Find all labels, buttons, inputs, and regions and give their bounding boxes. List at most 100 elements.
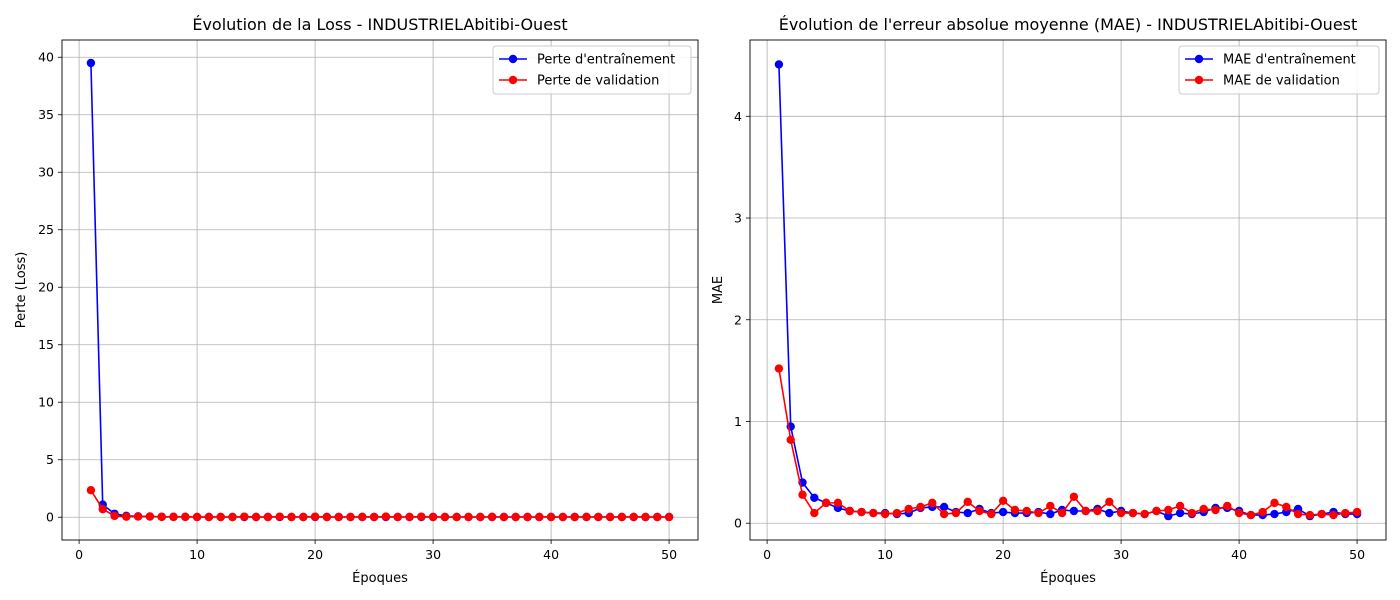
- data-point: [98, 504, 107, 514]
- data-point: [786, 435, 795, 444]
- x-tick-label: 30: [425, 547, 441, 562]
- data-point: [1341, 508, 1350, 518]
- data-point: [975, 506, 984, 516]
- y-tick-label: 2: [734, 312, 742, 327]
- grid: [750, 40, 1386, 540]
- data-point: [169, 512, 178, 522]
- mae-chart: Évolution de l'erreur absolue moyenne (M…: [711, 15, 1387, 586]
- data-point: [928, 498, 937, 508]
- data-point: [428, 512, 438, 522]
- data-point: [892, 508, 902, 518]
- data-point: [275, 512, 284, 521]
- data-point: [939, 509, 949, 519]
- data-point: [133, 512, 143, 521]
- y-tick-label: 5: [46, 452, 54, 467]
- data-point: [181, 512, 190, 522]
- y-tick-label: 40: [38, 50, 54, 65]
- data-point: [951, 508, 961, 518]
- x-tick-label: 10: [189, 547, 205, 562]
- data-point: [1046, 501, 1055, 511]
- data-point: [570, 512, 579, 522]
- data-point: [440, 512, 450, 522]
- data-point: [1293, 509, 1303, 519]
- data-point: [1211, 505, 1220, 515]
- data-point: [157, 512, 166, 522]
- ticks: 0 10 20 30 40 50 0 5 10 15 20 25 30 35 40: [38, 50, 677, 562]
- data-point: [216, 512, 225, 522]
- legend-entry: MAE de validation: [1223, 74, 1340, 89]
- y-tick-label: 30: [38, 165, 54, 180]
- data-point: [1175, 501, 1185, 511]
- data-point: [263, 512, 273, 522]
- data-point: [310, 512, 320, 521]
- data-point: [1352, 507, 1362, 517]
- legend: Perte d'entraînement Perte de validation: [492, 45, 692, 95]
- data-point: [1140, 509, 1149, 519]
- data-point: [86, 486, 96, 495]
- x-tick-label: 0: [75, 547, 83, 562]
- y-tick-label: 0: [734, 516, 742, 531]
- x-tick-label: 20: [307, 547, 323, 562]
- y-tick-label: 4: [734, 109, 742, 124]
- data-point: [916, 502, 925, 512]
- data-point: [987, 509, 996, 519]
- data-point: [845, 506, 854, 516]
- data-point: [334, 512, 343, 522]
- x-axis-label: Époques: [352, 570, 408, 586]
- data-point: [192, 512, 202, 522]
- y-axis-label: MAE: [711, 276, 726, 304]
- data-point: [558, 512, 568, 522]
- data-point: [821, 498, 831, 508]
- data-point: [963, 497, 972, 507]
- data-point: [1128, 508, 1138, 518]
- data-point: [1069, 506, 1079, 516]
- x-tick-label: 50: [661, 547, 677, 562]
- plot-frame: [749, 39, 1387, 541]
- data-point: [145, 512, 155, 521]
- data-point: [1069, 492, 1079, 501]
- ticks: 0 10 20 30 40 50 0 1 2 3 4: [734, 109, 1365, 562]
- x-tick-label: 40: [543, 547, 559, 562]
- legend-box: [1178, 45, 1380, 95]
- data-point: [417, 512, 426, 521]
- data-point: [1093, 506, 1102, 516]
- legend-swatch-marker: [508, 75, 518, 85]
- data-point: [1022, 506, 1031, 516]
- x-tick-label: 10: [877, 547, 893, 562]
- x-tick-label: 30: [1113, 547, 1129, 562]
- data-point: [1282, 502, 1291, 512]
- data-point: [228, 512, 237, 522]
- data-point: [857, 507, 866, 517]
- data-point: [810, 493, 819, 502]
- x-axis-label: Époques: [1040, 570, 1096, 586]
- data-point: [1199, 504, 1208, 514]
- data-point: [880, 509, 890, 519]
- data-point: [369, 512, 379, 522]
- data-point: [641, 512, 650, 522]
- legend-swatch-marker: [508, 54, 518, 64]
- legend-box: [492, 45, 692, 95]
- data-point: [110, 511, 119, 521]
- data-point: [1187, 508, 1197, 518]
- series-validation: [86, 486, 674, 522]
- data-point: [1270, 509, 1279, 519]
- data-point: [998, 507, 1008, 517]
- y-tick-label: 25: [38, 222, 54, 237]
- data-point: [664, 512, 674, 522]
- y-tick-label: 35: [38, 107, 54, 122]
- loss-chart: Évolution de la Loss - INDUSTRIELAbitibi…: [14, 15, 699, 586]
- data-point: [774, 364, 784, 373]
- data-point: [251, 512, 261, 522]
- y-tick-label: 3: [734, 211, 742, 226]
- data-point: [904, 504, 913, 514]
- legend-entry: Perte d'entraînement: [537, 53, 675, 68]
- legend-entry: Perte de validation: [537, 74, 659, 89]
- data-point: [381, 512, 391, 521]
- data-point: [523, 512, 532, 522]
- data-point: [774, 60, 784, 69]
- data-point: [322, 512, 332, 522]
- y-tick-label: 10: [38, 395, 54, 410]
- data-point: [1105, 508, 1114, 518]
- legend-swatch-marker: [1194, 75, 1204, 85]
